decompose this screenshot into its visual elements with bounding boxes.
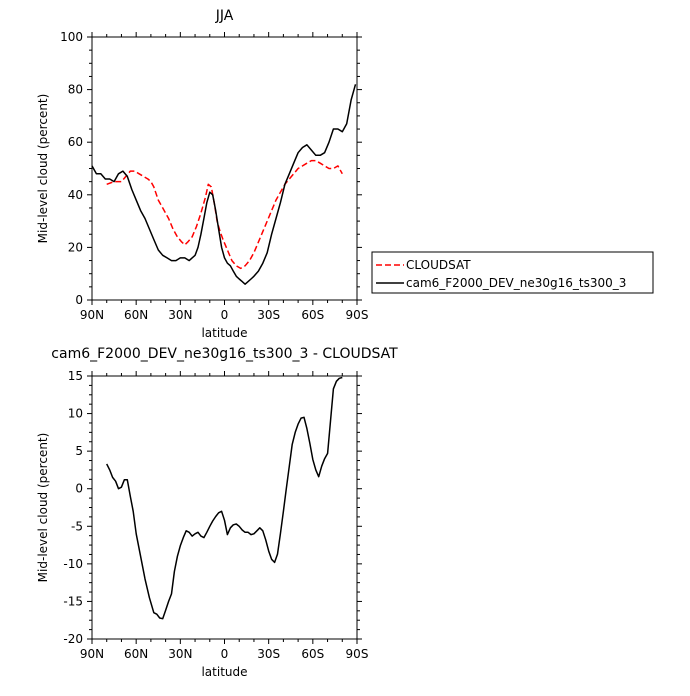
x-tick-label: 30N [168,308,192,322]
plot-frame [91,36,358,301]
y-tick-label: -5 [71,519,83,533]
top-panel: JJA 90N 60N 30N 0 30S 60S 90S 0 20 40 60 80 100 latitu… [36,8,654,340]
bottom-panel: cam6_F2000_DEV_ne30g16_ts300_3 - CLOUDSA… [36,346,398,679]
y-tick-label: 80 [68,83,83,97]
x-tick-label: 0 [221,308,229,322]
y-tick-label: -20 [63,632,83,646]
y-tick-label: -10 [63,557,83,571]
x-tick-label: 90N [80,647,104,661]
legend: CLOUDSAT cam6_F2000_DEV_ne30g16_ts300_3 [371,251,654,294]
x-tick-label: 60S [301,647,324,661]
x-axis-label: latitude [201,326,247,340]
x-tick-label: 90S [346,647,369,661]
x-tick-label: 60S [301,308,324,322]
chart-title: JJA [215,8,234,24]
y-axis-label: Mid-level cloud (percent) [36,94,50,244]
legend-label-0: CLOUDSAT [406,258,471,272]
series-line-0 [106,376,343,620]
y-tick-label: 10 [68,407,83,421]
x-tick-label: 30S [257,308,280,322]
legend-label-1: cam6_F2000_DEV_ne30g16_ts300_3 [406,276,626,290]
y-tick-label: 0 [75,293,83,307]
x-tick-label: 90S [346,308,369,322]
x-tick-label: 60N [124,647,148,661]
y-tick-label: 40 [68,188,83,202]
y-axis-label: Mid-level cloud (percent) [36,433,50,583]
y-tick-label: 20 [68,240,83,254]
y-tick-label: 0 [75,482,83,496]
y-tick-label: -15 [63,594,83,608]
series-line-1 [91,84,357,285]
x-tick-label: 30N [168,647,192,661]
x-tick-label: 60N [124,308,148,322]
legend-box [371,251,654,294]
y-tick-label: 5 [75,444,83,458]
series-line-0 [106,159,343,270]
y-tick-label: 15 [68,369,83,383]
x-tick-label: 30S [257,647,280,661]
y-tick-label: 60 [68,135,83,149]
y-tick-label: 100 [60,30,83,44]
chart-title: cam6_F2000_DEV_ne30g16_ts300_3 - CLOUDSA… [51,346,398,362]
x-axis-label: latitude [201,665,247,679]
x-tick-label: 90N [80,308,104,322]
x-tick-label: 0 [221,647,229,661]
